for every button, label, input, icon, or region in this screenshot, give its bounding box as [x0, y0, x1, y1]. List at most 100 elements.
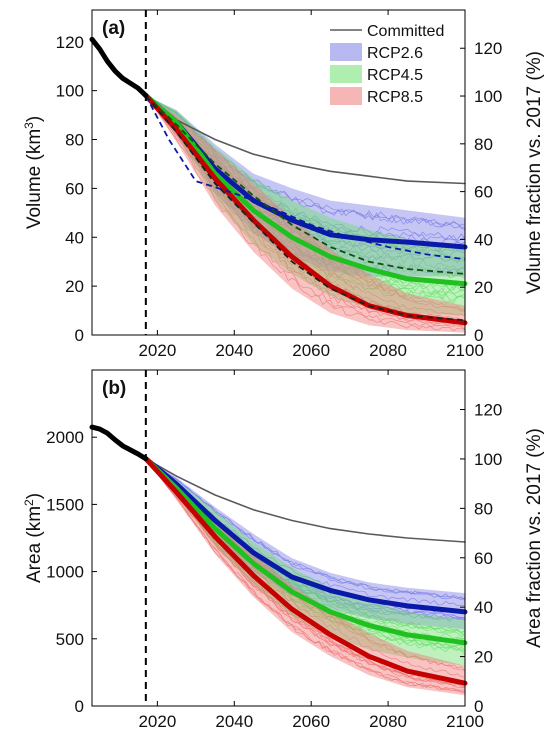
ensemble-member-line [145, 458, 466, 600]
panel-b-historical-line [89, 424, 149, 462]
panel-b-y-axis-label-superscript: 2 [22, 499, 36, 506]
historical-line [89, 424, 149, 462]
panel-b-y-ticks: 0 500 1000 1500 2000 [46, 428, 97, 716]
right-tick-label: 0 [474, 697, 483, 716]
band-rcp45 [145, 95, 466, 316]
line-rcp85 [143, 456, 468, 686]
band-rcp26 [145, 458, 466, 630]
panel-a-y-axis-label-superscript: 3 [22, 122, 36, 129]
ensemble-member-line [145, 95, 466, 262]
y-tick-label: 80 [65, 131, 84, 150]
panel-a-y-ticks: 0 20 40 60 80 100 120 [56, 33, 97, 345]
panel-a-legend: Committed RCP2.6 RCP4.5 RCP8.5 [330, 23, 444, 106]
right-tick-label: 0 [474, 326, 483, 345]
right-tick-label: 40 [474, 230, 493, 249]
panel-a-dashed-lines [145, 94, 466, 322]
legend-rcp45-swatch [330, 65, 362, 83]
y-tick-label: 0 [75, 697, 84, 716]
x-tick-label: 2020 [138, 341, 176, 360]
right-tick-label: 100 [474, 87, 502, 106]
line-rcp85 [143, 93, 468, 326]
panel-b-right-axis-label: Area fraction vs. 2017 (%) [524, 428, 545, 648]
panel-a-label: (a) [102, 18, 125, 39]
right-tick-label: 80 [474, 135, 493, 154]
ensemble-member-line [145, 458, 466, 600]
band-rcp85 [145, 95, 466, 333]
line-committed [145, 457, 466, 543]
right-tick-label: 60 [474, 549, 493, 568]
x-tick-label: 2100 [446, 712, 484, 731]
panel-b-frame [91, 369, 466, 707]
x-tick-label: 2020 [138, 712, 176, 731]
ensemble-member-line [145, 95, 466, 229]
ensemble-member-line [145, 458, 466, 693]
y-tick-label: 2000 [46, 428, 84, 447]
legend-committed-label: Committed [367, 23, 444, 40]
legend-rcp85-label: RCP8.5 [367, 89, 423, 106]
panel-b-series-lines [143, 456, 468, 686]
right-tick-label: 120 [474, 39, 502, 58]
x-tick-label: 2080 [369, 341, 407, 360]
panel-a-uncertainty-bands [145, 95, 466, 333]
band-rcp26 [145, 95, 466, 277]
y-tick-label: 20 [65, 277, 84, 296]
band-rcp45 [145, 458, 466, 666]
line-rcp45 [143, 93, 468, 287]
panel-b-y-axis-label: Area (km2) [22, 493, 45, 583]
y-tick-label: 120 [56, 33, 84, 52]
right-tick-label: 80 [474, 499, 493, 518]
y-tick-label: 500 [56, 630, 84, 649]
ensemble-member-line [145, 95, 466, 278]
panel-a-right-ticks: 0 20 40 60 80 100 120 [460, 39, 502, 345]
band-rcp85 [145, 458, 466, 696]
ensemble-member-line [145, 95, 466, 312]
x-tick-label: 2080 [369, 712, 407, 731]
panel-b-x-ticks: 2020 2040 2060 2080 2100 [138, 370, 484, 731]
y-tick-label: 60 [65, 179, 84, 198]
ensemble-member-line [145, 95, 466, 330]
line-committed [145, 94, 466, 185]
ensemble-member-line [145, 95, 466, 326]
ensemble-member-line [145, 95, 466, 230]
legend-rcp26-label: RCP2.6 [367, 45, 423, 62]
panel-b-label: (b) [102, 378, 126, 399]
legend-rcp26-swatch [330, 43, 362, 61]
x-tick-label: 2040 [215, 712, 253, 731]
dashed-line-0 [145, 95, 466, 261]
right-tick-label: 40 [474, 598, 493, 617]
dashed-line-2 [145, 94, 466, 322]
ensemble-member-line [145, 95, 465, 310]
right-tick-label: 60 [474, 183, 493, 202]
panel-a-historical-line [89, 36, 149, 98]
right-tick-label: 20 [474, 278, 493, 297]
y-tick-label: 1000 [46, 563, 84, 582]
panel-a-y-axis-label: Volume (km3) [22, 116, 45, 229]
right-tick-label: 120 [474, 401, 502, 420]
y-tick-label: 100 [56, 82, 84, 101]
panel-a-right-axis-label: Volume fraction vs. 2017 (%) [524, 51, 545, 294]
ensemble-member-line [145, 458, 466, 686]
x-tick-label: 2100 [446, 341, 484, 360]
y-tick-label: 40 [65, 228, 84, 247]
right-tick-label: 100 [474, 450, 502, 469]
dashed-line-1 [145, 94, 466, 275]
y-tick-label: 0 [75, 326, 84, 345]
ensemble-member-line [145, 458, 466, 688]
y-tick-label: 1500 [46, 495, 84, 514]
historical-line [89, 36, 149, 98]
line-rcp26 [143, 456, 468, 615]
ensemble-member-line [145, 95, 466, 259]
legend-rcp45-label: RCP4.5 [367, 67, 423, 84]
panel-a-x-ticks: 2020 2040 2060 2080 2100 [138, 10, 484, 360]
right-tick-label: 20 [474, 648, 493, 667]
panel-b-uncertainty-bands [145, 458, 466, 696]
line-rcp45 [143, 456, 468, 646]
x-tick-label: 2040 [215, 341, 253, 360]
legend-rcp85-swatch [330, 87, 362, 105]
x-tick-label: 2060 [292, 712, 330, 731]
panel-a-frame [91, 9, 466, 336]
panel-b-right-ticks: 0 20 40 60 80 100 120 [460, 401, 502, 716]
